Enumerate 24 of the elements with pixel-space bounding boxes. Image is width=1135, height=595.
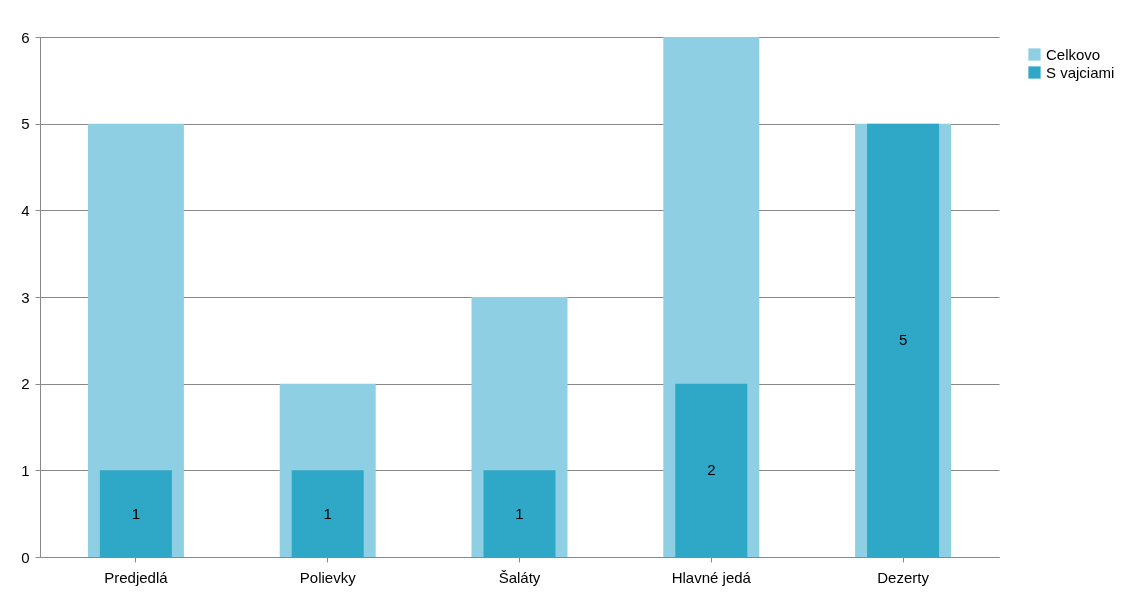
data-label: 1 [515,504,524,522]
x-tick-label: Predjedlá [104,568,169,586]
y-tick-label: 3 [21,288,30,306]
data-label: 5 [898,331,908,349]
data-label: 1 [131,504,141,522]
y-tick-label: 6 [21,28,30,46]
legend-label: S vajciami [1046,63,1115,81]
data-label: 1 [323,504,332,522]
y-tick-label: 4 [21,201,30,219]
bar [675,383,748,557]
bar [867,123,940,557]
x-tick-label: Polievky [299,568,357,586]
x-tick-label: Dezerty [877,568,930,586]
y-tick-label: 5 [21,115,30,133]
y-tick-label: 0 [21,548,30,566]
legend-label: Celkovo [1046,45,1101,63]
bar [291,470,364,557]
x-tick-label: Šaláty [498,568,541,586]
y-tick-label: 1 [21,461,30,479]
y-tick-label: 2 [21,375,30,393]
bar [99,470,172,557]
bar [483,470,556,557]
data-label: 2 [707,461,716,479]
x-tick-label: Hlavné jedá [671,568,752,586]
